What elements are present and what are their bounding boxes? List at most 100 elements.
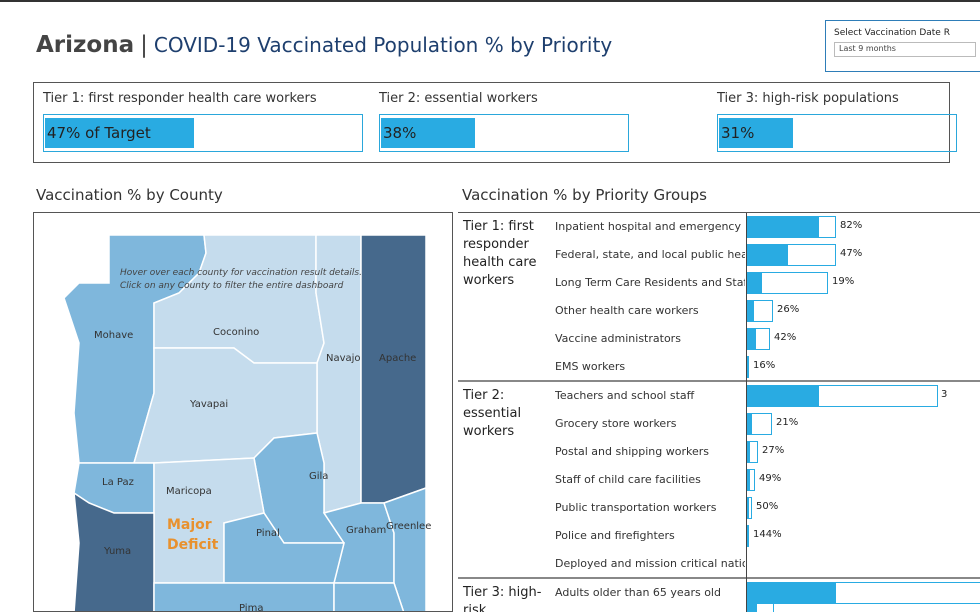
row-pct: 26% bbox=[777, 304, 799, 315]
row-bar-fill bbox=[747, 442, 750, 462]
kpi-tier-1[interactable]: Tier 1: first responder health care work… bbox=[43, 91, 363, 152]
row-label: Long Term Care Residents and Staff bbox=[555, 276, 745, 289]
row-bar-fill bbox=[747, 245, 788, 265]
tier-2-block: Tier 2: essential workers Teachers and s… bbox=[458, 380, 980, 578]
county-apache[interactable] bbox=[361, 235, 426, 503]
tier-1-row[interactable]: Inpatient hospital and emergency de.. 82… bbox=[555, 213, 980, 241]
map-hint-line-1: Hover over each county for vaccination r… bbox=[120, 267, 362, 280]
kpi-tier-3-value: 31% bbox=[721, 124, 754, 142]
row-label: EMS workers bbox=[555, 360, 745, 373]
date-range-label: Select Vaccination Date R bbox=[834, 28, 976, 38]
row-bar[interactable] bbox=[746, 469, 755, 491]
tier-2-row[interactable]: Deployed and mission critical nationa.. bbox=[555, 550, 980, 578]
priority-groups-title: Vaccination % by Priority Groups bbox=[462, 186, 707, 204]
row-bar-fill bbox=[747, 301, 754, 321]
row-label: Staff of child care facilities bbox=[555, 473, 745, 486]
row-label: Police and firefighters bbox=[555, 529, 745, 542]
major-deficit-annotation: Major Deficit bbox=[167, 515, 218, 555]
kpi-tier-1-label: Tier 1: first responder health care work… bbox=[43, 91, 363, 106]
label-greenlee: Greenlee bbox=[386, 521, 431, 532]
row-label: Federal, state, and local public health.… bbox=[555, 248, 745, 261]
date-range-filter[interactable]: Select Vaccination Date R Last 9 months bbox=[825, 20, 980, 72]
row-pct: 16% bbox=[753, 360, 775, 371]
priority-groups-panel: Tier 1: first responder health care work… bbox=[458, 212, 980, 612]
tier-2-row[interactable]: Police and firefighters 144% bbox=[555, 522, 980, 550]
row-bar[interactable] bbox=[746, 441, 758, 463]
page-title: Arizona | COVID-19 Vaccinated Population… bbox=[36, 32, 612, 58]
tier-2-row[interactable]: Teachers and school staff 3 bbox=[555, 382, 980, 410]
tier-2-row[interactable]: Grocery store workers 21% bbox=[555, 410, 980, 438]
kpi-tier-2-label: Tier 2: essential workers bbox=[379, 91, 629, 106]
row-bar[interactable] bbox=[746, 328, 770, 350]
row-bar[interactable] bbox=[746, 385, 938, 407]
label-graham: Graham bbox=[346, 525, 386, 536]
row-bar[interactable] bbox=[746, 272, 828, 294]
kpi-tier-1-bar[interactable]: 47% of Target bbox=[43, 114, 363, 152]
tier-2-row[interactable]: Public transportation workers 50% bbox=[555, 494, 980, 522]
row-pct: 21% bbox=[776, 417, 798, 428]
row-pct: 3 bbox=[941, 389, 947, 400]
county-cochise[interactable] bbox=[334, 583, 404, 612]
row-bar-fill bbox=[747, 273, 762, 293]
row-pct: 50% bbox=[756, 501, 778, 512]
top-rule bbox=[0, 0, 980, 2]
label-apache: Apache bbox=[379, 353, 416, 364]
row-pct: 47% bbox=[840, 248, 862, 259]
row-bar-fill bbox=[747, 470, 750, 490]
row-bar[interactable] bbox=[746, 413, 772, 435]
row-bar[interactable] bbox=[746, 300, 773, 322]
row-label: Postal and shipping workers bbox=[555, 445, 745, 458]
bar-axis-line bbox=[746, 213, 747, 612]
row-bar-fill bbox=[747, 414, 752, 434]
county-map[interactable]: Hover over each county for vaccination r… bbox=[33, 212, 453, 612]
kpi-tier-3-label: Tier 3: high-risk populations bbox=[717, 91, 957, 106]
tier-2-row[interactable]: Postal and shipping workers 27% bbox=[555, 438, 980, 466]
label-mohave: Mohave bbox=[94, 330, 133, 341]
row-pct: 19% bbox=[832, 276, 854, 287]
tier-2-row[interactable]: Staff of child care facilities 49% bbox=[555, 466, 980, 494]
tier-1-row[interactable]: EMS workers 16% bbox=[555, 353, 980, 381]
row-label: Deployed and mission critical nationa.. bbox=[555, 557, 745, 570]
tier-3-row[interactable] bbox=[555, 600, 980, 612]
row-label: Public transportation workers bbox=[555, 501, 745, 514]
kpi-tier-2-value: 38% bbox=[383, 124, 416, 142]
county-map-title: Vaccination % by County bbox=[36, 186, 223, 204]
tier-1-name: Tier 1: first responder health care work… bbox=[463, 218, 543, 290]
tier-3-block: Tier 3: high-risk Adults older than 65 y… bbox=[458, 577, 980, 612]
row-pct: 42% bbox=[774, 332, 796, 343]
row-bar-fill bbox=[747, 217, 819, 237]
map-hint-line-2: Click on any County to filter the entire… bbox=[120, 280, 362, 293]
dashboard-subtitle: COVID-19 Vaccinated Population % by Prio… bbox=[154, 33, 612, 57]
date-range-select[interactable]: Last 9 months bbox=[834, 42, 976, 57]
tier-1-row[interactable]: Other health care workers 26% bbox=[555, 297, 980, 325]
label-maricopa: Maricopa bbox=[166, 486, 212, 497]
row-bar[interactable] bbox=[746, 244, 836, 266]
label-lapaz: La Paz bbox=[102, 477, 134, 488]
row-label: Inpatient hospital and emergency de.. bbox=[555, 220, 745, 233]
kpi-tier-3-bar[interactable]: 31% bbox=[717, 114, 957, 152]
tier-2-name: Tier 2: essential workers bbox=[463, 387, 543, 441]
row-label: Vaccine administrators bbox=[555, 332, 745, 345]
tier-1-row[interactable]: Vaccine administrators 42% bbox=[555, 325, 980, 353]
tier-kpi-panel: Tier 1: first responder health care work… bbox=[33, 82, 950, 163]
label-navajo: Navajo bbox=[326, 353, 361, 364]
label-pinal: Pinal bbox=[256, 528, 280, 539]
row-bar-fill bbox=[747, 526, 748, 546]
kpi-tier-3[interactable]: Tier 3: high-risk populations 31% bbox=[717, 91, 957, 152]
kpi-tier-2[interactable]: Tier 2: essential workers 38% bbox=[379, 91, 629, 152]
row-label: Adults older than 65 years old bbox=[555, 586, 745, 599]
row-bar[interactable] bbox=[746, 216, 836, 238]
kpi-tier-2-bar[interactable]: 38% bbox=[379, 114, 629, 152]
map-hint: Hover over each county for vaccination r… bbox=[120, 267, 362, 293]
row-bar-fill bbox=[747, 329, 756, 349]
tier-1-row[interactable]: Federal, state, and local public health.… bbox=[555, 241, 980, 269]
deficit-line-1: Major bbox=[167, 515, 218, 535]
row-label: Teachers and school staff bbox=[555, 389, 745, 402]
label-yuma: Yuma bbox=[104, 546, 131, 557]
deficit-line-2: Deficit bbox=[167, 535, 218, 555]
row-bar-fill bbox=[747, 498, 749, 518]
row-label: Other health care workers bbox=[555, 304, 745, 317]
tier-1-row[interactable]: Long Term Care Residents and Staff 19% bbox=[555, 269, 980, 297]
label-yavapai: Yavapai bbox=[190, 399, 228, 410]
tier-1-block: Tier 1: first responder health care work… bbox=[458, 213, 980, 381]
